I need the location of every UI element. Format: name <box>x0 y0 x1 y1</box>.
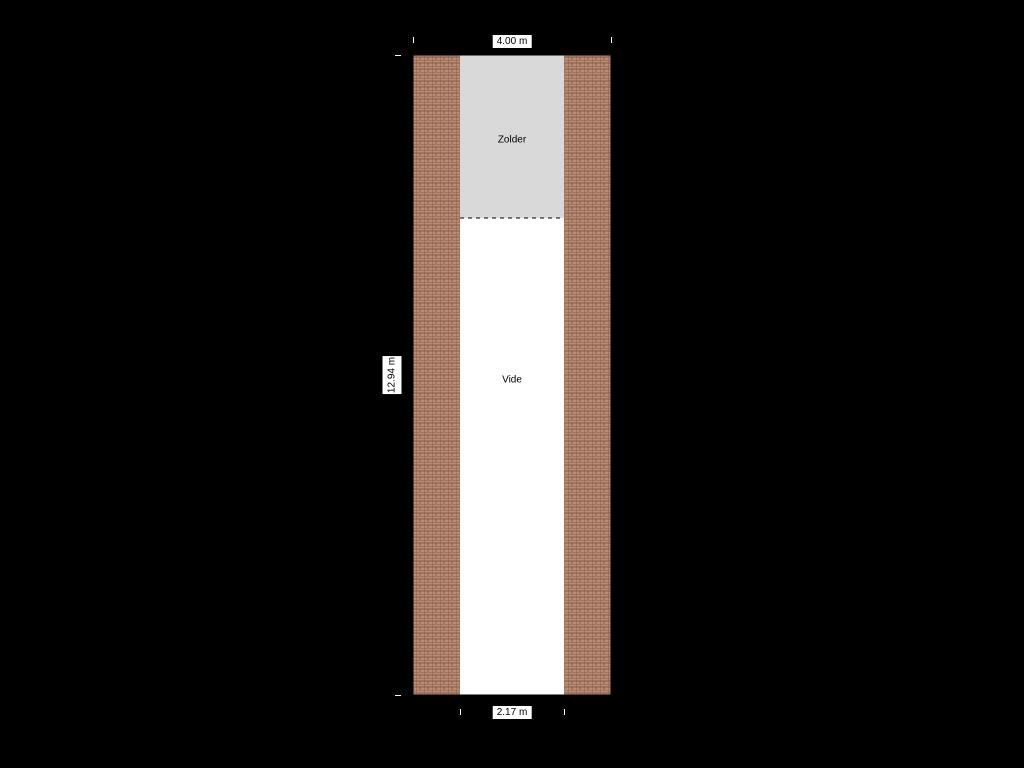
dim-top-label: 4.00 m <box>493 35 532 48</box>
room-label-zolder: Zolder <box>498 135 526 146</box>
dim-top-tick-left <box>413 37 414 43</box>
dim-left-tick-top <box>395 55 401 56</box>
room-zolder-text: Zolder <box>498 135 526 146</box>
dim-bottom-text: 2.17 m <box>497 707 528 718</box>
dim-bottom-tick-right <box>564 709 565 715</box>
dim-left-label: 12.94 m <box>383 356 402 394</box>
dim-bottom-label: 2.17 m <box>493 706 532 719</box>
dim-left-text: 12.94 m <box>387 357 398 393</box>
dim-top-text: 4.00 m <box>497 36 528 47</box>
dim-top-tick-right <box>611 37 612 43</box>
dim-left-tick-bottom <box>395 695 401 696</box>
room-label-vide: Vide <box>502 375 522 386</box>
room-vide-text: Vide <box>502 375 522 386</box>
dim-bottom-tick-left <box>460 709 461 715</box>
